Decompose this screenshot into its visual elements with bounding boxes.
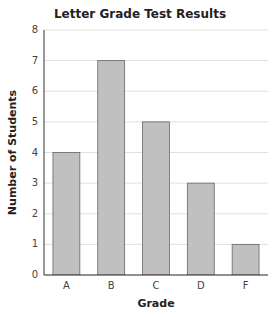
y-axis-label: Number of Students bbox=[6, 89, 19, 215]
y-tick-label: 5 bbox=[32, 116, 38, 127]
grid-line bbox=[44, 60, 268, 61]
bar bbox=[187, 183, 214, 275]
bar bbox=[143, 122, 170, 275]
x-tick-label: B bbox=[108, 280, 115, 291]
y-tick-label: 2 bbox=[32, 208, 38, 219]
chart-container: 0 1 2 3 4 5 6 7 8 A B C D F Letter Grade Test Results G… bbox=[0, 0, 280, 317]
grid-line bbox=[44, 91, 268, 92]
x-tick-label: F bbox=[243, 280, 249, 291]
x-tick-label: C bbox=[153, 280, 160, 291]
y-tick-label: 1 bbox=[32, 238, 38, 249]
bar bbox=[98, 61, 125, 275]
bar bbox=[53, 153, 80, 276]
chart-title: Letter Grade Test Results bbox=[54, 7, 226, 21]
x-axis-line bbox=[44, 275, 268, 276]
grid-line bbox=[44, 275, 268, 276]
page: html, body { margin: 0; padding: 0; back… bbox=[0, 0, 280, 317]
grid-line bbox=[44, 30, 268, 31]
y-tick-label: 6 bbox=[32, 85, 38, 96]
bars bbox=[53, 61, 259, 275]
y-tick-label: 8 bbox=[32, 24, 38, 35]
grid bbox=[44, 30, 268, 275]
x-tick-label: D bbox=[197, 280, 205, 291]
page-body: {"chart_data": {"type": "bar", "title": … bbox=[0, 0, 280, 317]
x-axis-label: Grade bbox=[137, 297, 174, 310]
x-tick-label: A bbox=[63, 280, 70, 291]
y-axis-line bbox=[44, 30, 45, 275]
y-tick-label: 0 bbox=[32, 269, 38, 280]
y-tick-label: 3 bbox=[32, 177, 38, 188]
y-tick-label: 4 bbox=[32, 147, 38, 158]
chart-svg: 0 1 2 3 4 5 6 7 8 A B C D F Letter Grade Test Results G… bbox=[0, 0, 280, 317]
bar bbox=[232, 244, 259, 275]
y-tick-label: 7 bbox=[32, 55, 38, 66]
